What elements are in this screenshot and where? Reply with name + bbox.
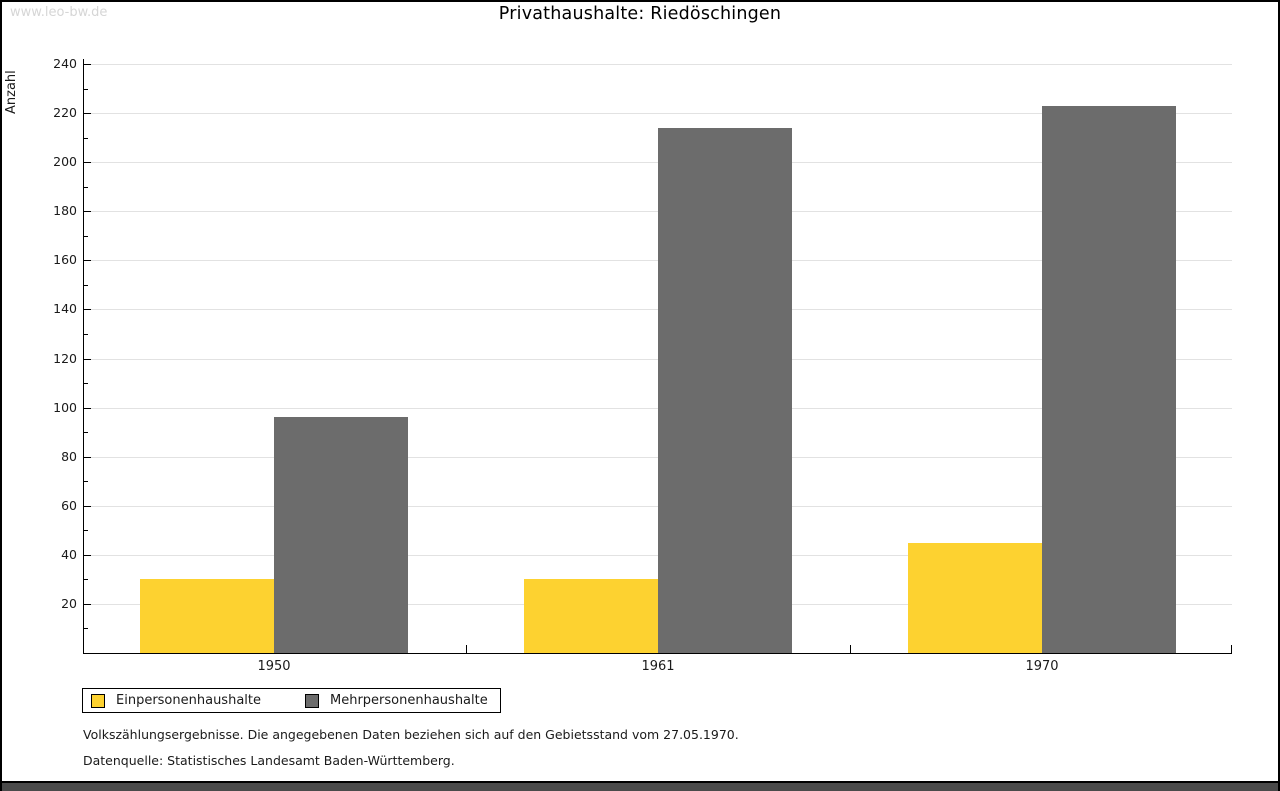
y-axis-major-tick xyxy=(84,64,91,65)
y-tick-label: 100 xyxy=(53,399,77,415)
y-tick-label: 240 xyxy=(53,56,77,71)
y-axis-minor-tick xyxy=(84,628,88,630)
y-axis-minor-tick xyxy=(84,186,88,188)
legend: Einpersonenhaushalte Mehrpersonenhaushal… xyxy=(82,688,501,713)
y-tick-label: 120 xyxy=(53,350,77,366)
y-axis-major-tick xyxy=(84,162,91,164)
y-axis-major-tick xyxy=(84,358,91,360)
y-axis-major-tick xyxy=(84,211,91,213)
bottom-bar xyxy=(2,781,1278,791)
bar-einpersonenhaushalte-1961 xyxy=(524,579,658,653)
bar-einpersonenhaushalte-1950 xyxy=(140,579,274,653)
y-tick-label: 80 xyxy=(61,448,77,464)
legend-item-mehrpersonenhaushalte: Mehrpersonenhaushalte xyxy=(305,693,488,708)
bar-einpersonenhaushalte-1970 xyxy=(908,542,1042,653)
y-axis-major-tick xyxy=(84,113,91,115)
y-axis-minor-tick xyxy=(84,333,88,335)
gridline xyxy=(84,64,1232,65)
y-tick-label: 140 xyxy=(53,301,77,317)
y-axis-major-tick xyxy=(84,260,91,262)
y-axis-major-tick xyxy=(84,456,91,458)
y-axis-major-tick xyxy=(84,505,91,507)
legend-swatch-einpersonenhaushalte xyxy=(91,693,105,708)
y-tick-label: 160 xyxy=(53,252,77,268)
y-tick-label: 180 xyxy=(53,203,77,219)
gridline xyxy=(84,113,1232,115)
y-tick-label: 20 xyxy=(61,595,77,611)
y-axis-minor-tick xyxy=(84,235,88,237)
bar-mehrpersonenhaushalte-1970 xyxy=(1042,105,1176,653)
y-axis-major-tick xyxy=(84,407,91,409)
y-tick-label: 60 xyxy=(61,497,77,513)
y-axis-minor-tick xyxy=(84,579,88,581)
x-category-label-1970: 1970 xyxy=(1025,659,1059,674)
legend-label-mehrpersonenhaushalte: Mehrpersonenhaushalte xyxy=(330,693,488,708)
x-axis-end-tick xyxy=(1231,645,1232,653)
legend-item-einpersonenhaushalte: Einpersonenhaushalte xyxy=(91,693,261,708)
watermark: www.leo-bw.de xyxy=(10,5,108,20)
y-axis-major-tick xyxy=(84,309,91,311)
legend-label-einpersonenhaushalte: Einpersonenhaushalte xyxy=(116,693,261,708)
x-category-label-1950: 1950 xyxy=(257,659,291,674)
legend-swatch-mehrpersonenhaushalte xyxy=(305,693,319,708)
y-tick-label: 220 xyxy=(53,105,77,121)
footnote-data-source: Datenquelle: Statistisches Landesamt Bad… xyxy=(83,753,455,768)
chart-title: Privathaushalte: Riedöschingen xyxy=(498,4,782,24)
x-axis-divider-tick xyxy=(850,645,851,653)
y-axis-minor-tick xyxy=(84,383,88,385)
y-axis-minor-tick xyxy=(84,137,88,139)
y-axis-title: Anzahl xyxy=(4,70,19,114)
y-axis-major-tick xyxy=(84,554,91,556)
bar-mehrpersonenhaushalte-1961 xyxy=(658,127,792,653)
bar-mehrpersonenhaushalte-1950 xyxy=(274,417,408,653)
y-tick-label: 200 xyxy=(53,154,77,170)
x-axis-divider-tick xyxy=(466,645,467,653)
y-axis-minor-tick xyxy=(84,88,88,90)
x-category-label-1961: 1961 xyxy=(641,659,675,674)
y-axis-minor-tick xyxy=(84,284,88,286)
y-tick-label: 40 xyxy=(61,546,77,562)
y-axis-minor-tick xyxy=(84,530,88,532)
y-axis-minor-tick xyxy=(84,432,88,434)
y-axis-minor-tick xyxy=(84,481,88,483)
plot-area: 20 40 60 80 100 120 140 160 180 200 220 240 1950 1961… xyxy=(53,56,1232,674)
y-axis-major-tick xyxy=(84,603,91,605)
footnote-survey-note: Volkszählungsergebnisse. Die angegebenen… xyxy=(83,727,739,742)
